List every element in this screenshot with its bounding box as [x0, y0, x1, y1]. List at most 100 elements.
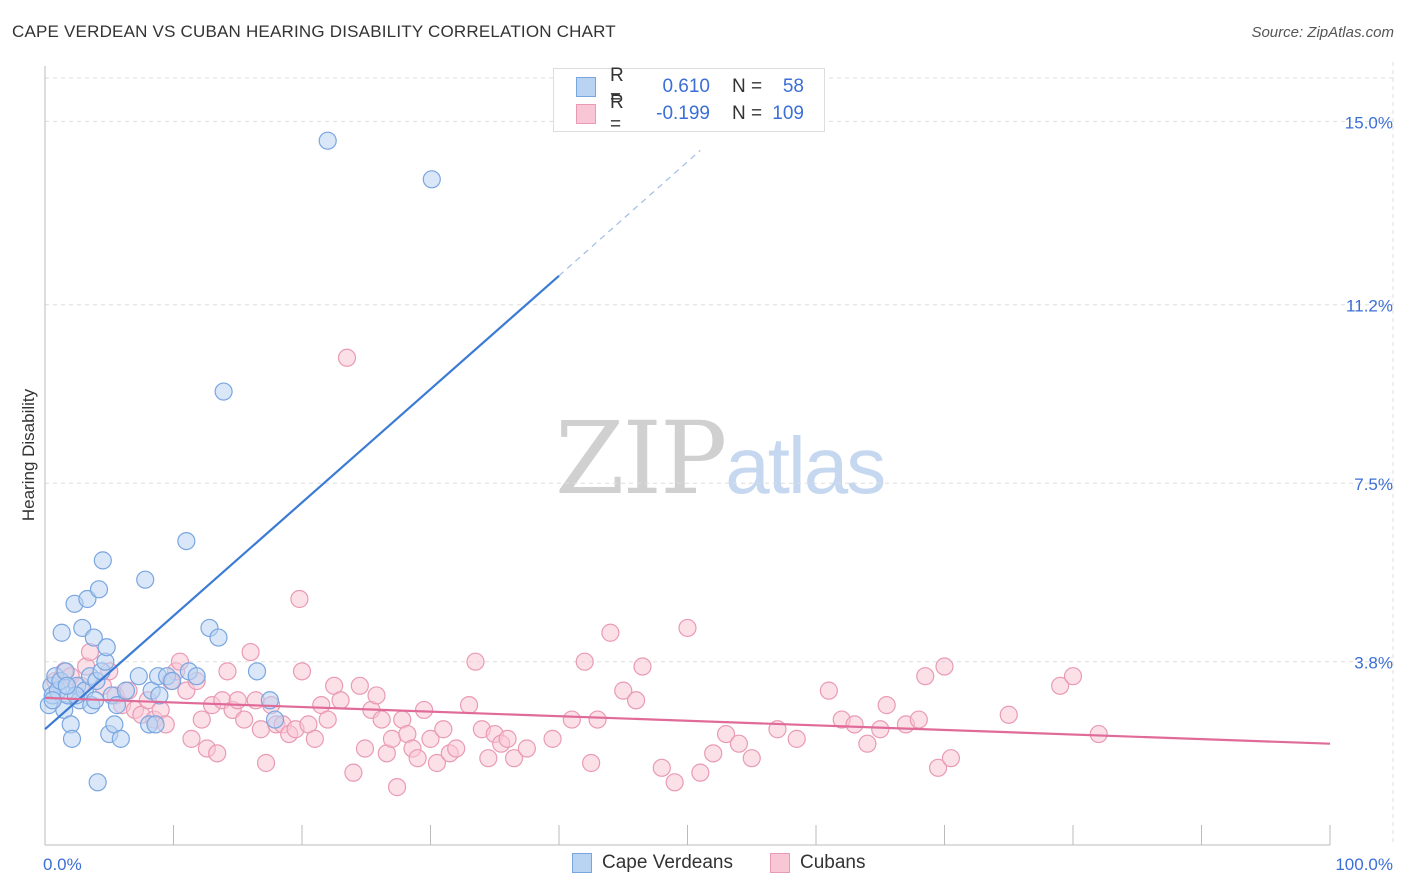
point-cuban: [367, 686, 386, 705]
point-cuban: [504, 749, 524, 768]
point-cuban: [999, 705, 1018, 724]
point-cape-verdean: [150, 686, 169, 705]
point-cuban: [459, 696, 479, 715]
point-cape-verdean: [260, 691, 279, 710]
legend-swatch-cubans: [576, 104, 596, 124]
point-cuban: [858, 734, 877, 753]
point-cuban: [601, 623, 620, 642]
legend-r-value: -0.199: [656, 103, 710, 124]
point-cuban: [543, 729, 562, 748]
series-label-cape-verdeans: Cape Verdeans: [602, 852, 733, 873]
legend-row-cubans: R = -0.199 N = 109: [576, 92, 804, 135]
point-cape-verdean: [111, 729, 130, 748]
chart-title: CAPE VERDEAN VS CUBAN HEARING DISABILITY…: [12, 22, 616, 41]
point-cuban: [626, 691, 646, 710]
y-tick-label: 11.2%: [1346, 297, 1393, 316]
point-cuban: [633, 657, 652, 676]
trend-line-cubans: [44, 696, 1331, 745]
series-legend-cubans[interactable]: Cubans: [770, 852, 866, 874]
y-tick-label: 7.5%: [1354, 475, 1393, 494]
source-label: Source: ZipAtlas.com: [1251, 24, 1394, 41]
x-tick-label-min: 0.0%: [43, 855, 82, 874]
point-cuban: [318, 710, 337, 729]
point-cuban: [498, 729, 517, 748]
point-cuban: [305, 729, 324, 748]
watermark-zip: ZIP: [555, 400, 727, 517]
legend-swatch-cape-verdeans: [576, 77, 596, 97]
y-axis-title: Hearing Disability: [19, 388, 38, 521]
point-cuban: [218, 662, 237, 681]
point-cape-verdean: [62, 729, 82, 748]
point-cuban: [941, 749, 961, 768]
series-legend-cape-verdeans[interactable]: Cape Verdeans: [572, 852, 733, 874]
series-legend: Cape Verdeans Cubans: [0, 852, 1406, 878]
point-cuban: [614, 681, 633, 700]
series-label-cubans: Cubans: [800, 852, 866, 873]
point-cuban: [575, 652, 594, 671]
legend-r-label: R =: [610, 65, 624, 108]
point-cape-verdean: [57, 676, 76, 695]
point-cuban: [479, 749, 498, 768]
point-cuban: [228, 691, 247, 710]
data-points: [39, 131, 1108, 797]
point-cape-verdean: [93, 551, 112, 570]
point-cuban: [819, 681, 838, 700]
point-cape-verdean: [136, 570, 155, 589]
point-cuban: [372, 710, 391, 729]
point-cuban: [787, 729, 806, 748]
legend-r-label: R =: [610, 92, 624, 135]
point-cuban: [290, 589, 309, 609]
trend-line-cape-verdeans-extension: [558, 149, 701, 277]
point-cuban: [877, 696, 896, 715]
point-cape-verdean: [97, 638, 116, 657]
point-cuban: [414, 700, 434, 720]
point-cape-verdean: [52, 623, 71, 642]
point-cuban: [256, 753, 276, 773]
point-cuban: [582, 753, 601, 773]
y-tick-label: 15.0%: [1345, 113, 1393, 132]
point-cuban: [434, 720, 453, 739]
point-cape-verdean: [187, 667, 206, 686]
point-cuban: [1051, 676, 1070, 695]
point-cuban: [562, 710, 581, 729]
point-cuban: [466, 652, 485, 671]
point-cuban: [427, 753, 447, 773]
point-cuban: [704, 744, 723, 763]
point-cape-verdean: [129, 667, 148, 686]
point-cape-verdean: [214, 382, 233, 401]
watermark: ZIPatlas: [555, 400, 886, 517]
point-cuban: [691, 763, 710, 782]
point-cape-verdean: [84, 628, 103, 647]
point-cuban: [208, 744, 227, 763]
point-cape-verdean: [116, 681, 136, 700]
point-cuban: [871, 720, 890, 739]
point-cape-verdean: [318, 131, 337, 150]
watermark-atlas: atlas: [725, 421, 886, 510]
legend-row-cape-verdeans: R = 0.610 N = 58: [576, 65, 804, 108]
point-cape-verdean: [265, 710, 285, 729]
point-cuban: [182, 729, 201, 748]
point-cape-verdean: [146, 715, 165, 734]
legend-r-value: 0.610: [662, 76, 710, 97]
point-cuban: [909, 710, 928, 729]
point-cuban: [408, 749, 427, 768]
point-cape-verdean: [88, 773, 107, 792]
trend-line-cape-verdeans: [44, 274, 560, 731]
point-cuban: [421, 729, 440, 748]
point-cuban: [337, 348, 357, 367]
point-cuban: [742, 749, 761, 768]
point-cuban: [845, 715, 864, 734]
point-cuban: [716, 724, 736, 744]
point-cuban: [588, 710, 607, 729]
point-cuban: [382, 729, 402, 748]
axes: [44, 66, 1331, 846]
point-cuban: [331, 691, 350, 710]
point-cuban: [387, 778, 407, 797]
point-cuban: [652, 758, 671, 777]
legend-n-value: 58: [782, 76, 804, 97]
point-cuban: [729, 734, 749, 753]
point-cuban: [665, 773, 684, 792]
trend-lines: [44, 149, 1331, 745]
point-cuban: [1063, 667, 1083, 686]
point-cuban: [935, 657, 954, 676]
